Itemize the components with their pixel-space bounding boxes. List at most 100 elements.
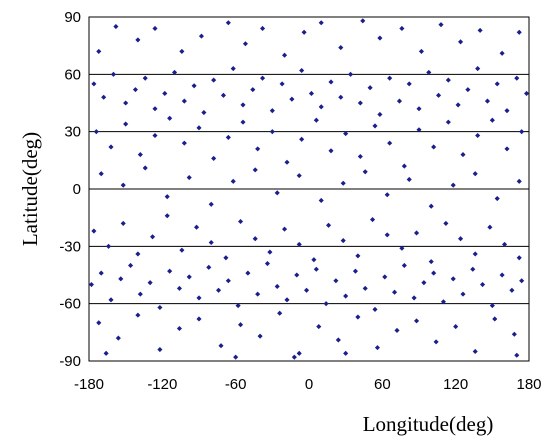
data-point — [514, 352, 520, 358]
x-tick-label: 180 — [516, 376, 541, 393]
data-point — [311, 257, 317, 263]
data-point — [416, 127, 422, 133]
data-point — [316, 324, 322, 330]
data-point — [313, 117, 319, 123]
data-point — [340, 238, 346, 244]
data-point — [216, 287, 222, 293]
data-point — [282, 226, 288, 232]
data-point — [245, 270, 251, 276]
x-tick-label: 120 — [443, 376, 468, 393]
data-point — [445, 119, 451, 125]
data-point — [377, 111, 383, 118]
data-point — [352, 268, 358, 274]
data-point — [516, 255, 522, 261]
data-point — [489, 303, 495, 309]
data-point — [176, 285, 182, 291]
data-point — [88, 282, 94, 288]
data-point — [414, 230, 420, 236]
plot-area-frame — [88, 16, 530, 362]
data-point — [150, 234, 156, 240]
data-point — [494, 196, 500, 202]
y-tick-label: 60 — [64, 66, 81, 83]
data-point — [230, 66, 236, 72]
data-point — [338, 94, 344, 100]
data-point — [91, 228, 97, 234]
data-point — [480, 282, 486, 288]
data-point — [472, 251, 478, 257]
data-point — [120, 220, 126, 226]
data-point — [387, 75, 393, 81]
data-point — [284, 297, 290, 303]
data-point — [291, 354, 297, 360]
data-point — [137, 291, 143, 297]
data-point — [392, 289, 398, 295]
y-tick-label: -60 — [59, 296, 81, 313]
data-point — [333, 278, 339, 284]
data-point — [274, 190, 280, 196]
data-point — [223, 255, 229, 261]
data-point — [313, 266, 319, 272]
data-point — [296, 173, 302, 179]
data-point — [509, 287, 515, 293]
data-point — [162, 90, 168, 96]
data-point — [416, 106, 422, 112]
y-tick-label: 30 — [64, 124, 81, 141]
data-point — [277, 310, 283, 316]
data-point — [108, 297, 114, 303]
data-point — [318, 197, 324, 204]
data-point — [201, 110, 207, 116]
y-tick-label: -90 — [59, 353, 81, 370]
data-point — [164, 194, 170, 200]
data-point — [142, 165, 148, 171]
data-point — [384, 232, 390, 238]
data-point — [414, 318, 420, 324]
data-point — [318, 20, 324, 26]
data-point — [211, 77, 217, 83]
data-point — [355, 253, 361, 259]
data-point — [348, 71, 354, 77]
data-point — [120, 182, 126, 188]
data-point — [157, 304, 163, 311]
data-point — [301, 29, 307, 35]
data-point — [360, 18, 366, 24]
data-point — [264, 260, 270, 267]
data-point — [428, 259, 434, 265]
data-point — [370, 217, 376, 223]
x-tick-label: -120 — [147, 376, 177, 393]
data-point — [135, 251, 141, 257]
data-point — [115, 335, 121, 341]
data-point — [282, 52, 288, 58]
data-point — [458, 39, 464, 45]
data-point — [431, 144, 437, 150]
y-tick-label: 90 — [64, 9, 81, 26]
data-point — [152, 106, 158, 112]
data-point — [252, 236, 258, 242]
data-point — [279, 81, 285, 87]
data-point — [443, 220, 449, 226]
data-point — [260, 75, 266, 81]
data-point — [406, 81, 412, 87]
y-axis-tick-labels: 90 60 30 0 -30 -60 -90 — [59, 9, 81, 370]
data-point — [186, 174, 192, 181]
data-point — [274, 283, 280, 290]
x-tick-label: 0 — [305, 376, 313, 393]
data-point — [255, 146, 261, 152]
data-point — [511, 331, 517, 337]
data-point — [269, 108, 275, 114]
data-point — [110, 71, 116, 77]
data-point — [472, 348, 478, 354]
data-point — [489, 117, 495, 123]
data-point — [372, 306, 378, 312]
data-point — [502, 241, 508, 247]
data-point — [142, 75, 148, 81]
data-point — [98, 270, 104, 276]
data-point — [108, 144, 114, 150]
data-point — [318, 104, 324, 110]
data-point — [445, 77, 451, 83]
data-point — [477, 27, 483, 33]
data-point — [152, 25, 158, 32]
data-point — [343, 293, 349, 299]
data-point — [374, 345, 380, 351]
data-point — [113, 24, 119, 30]
